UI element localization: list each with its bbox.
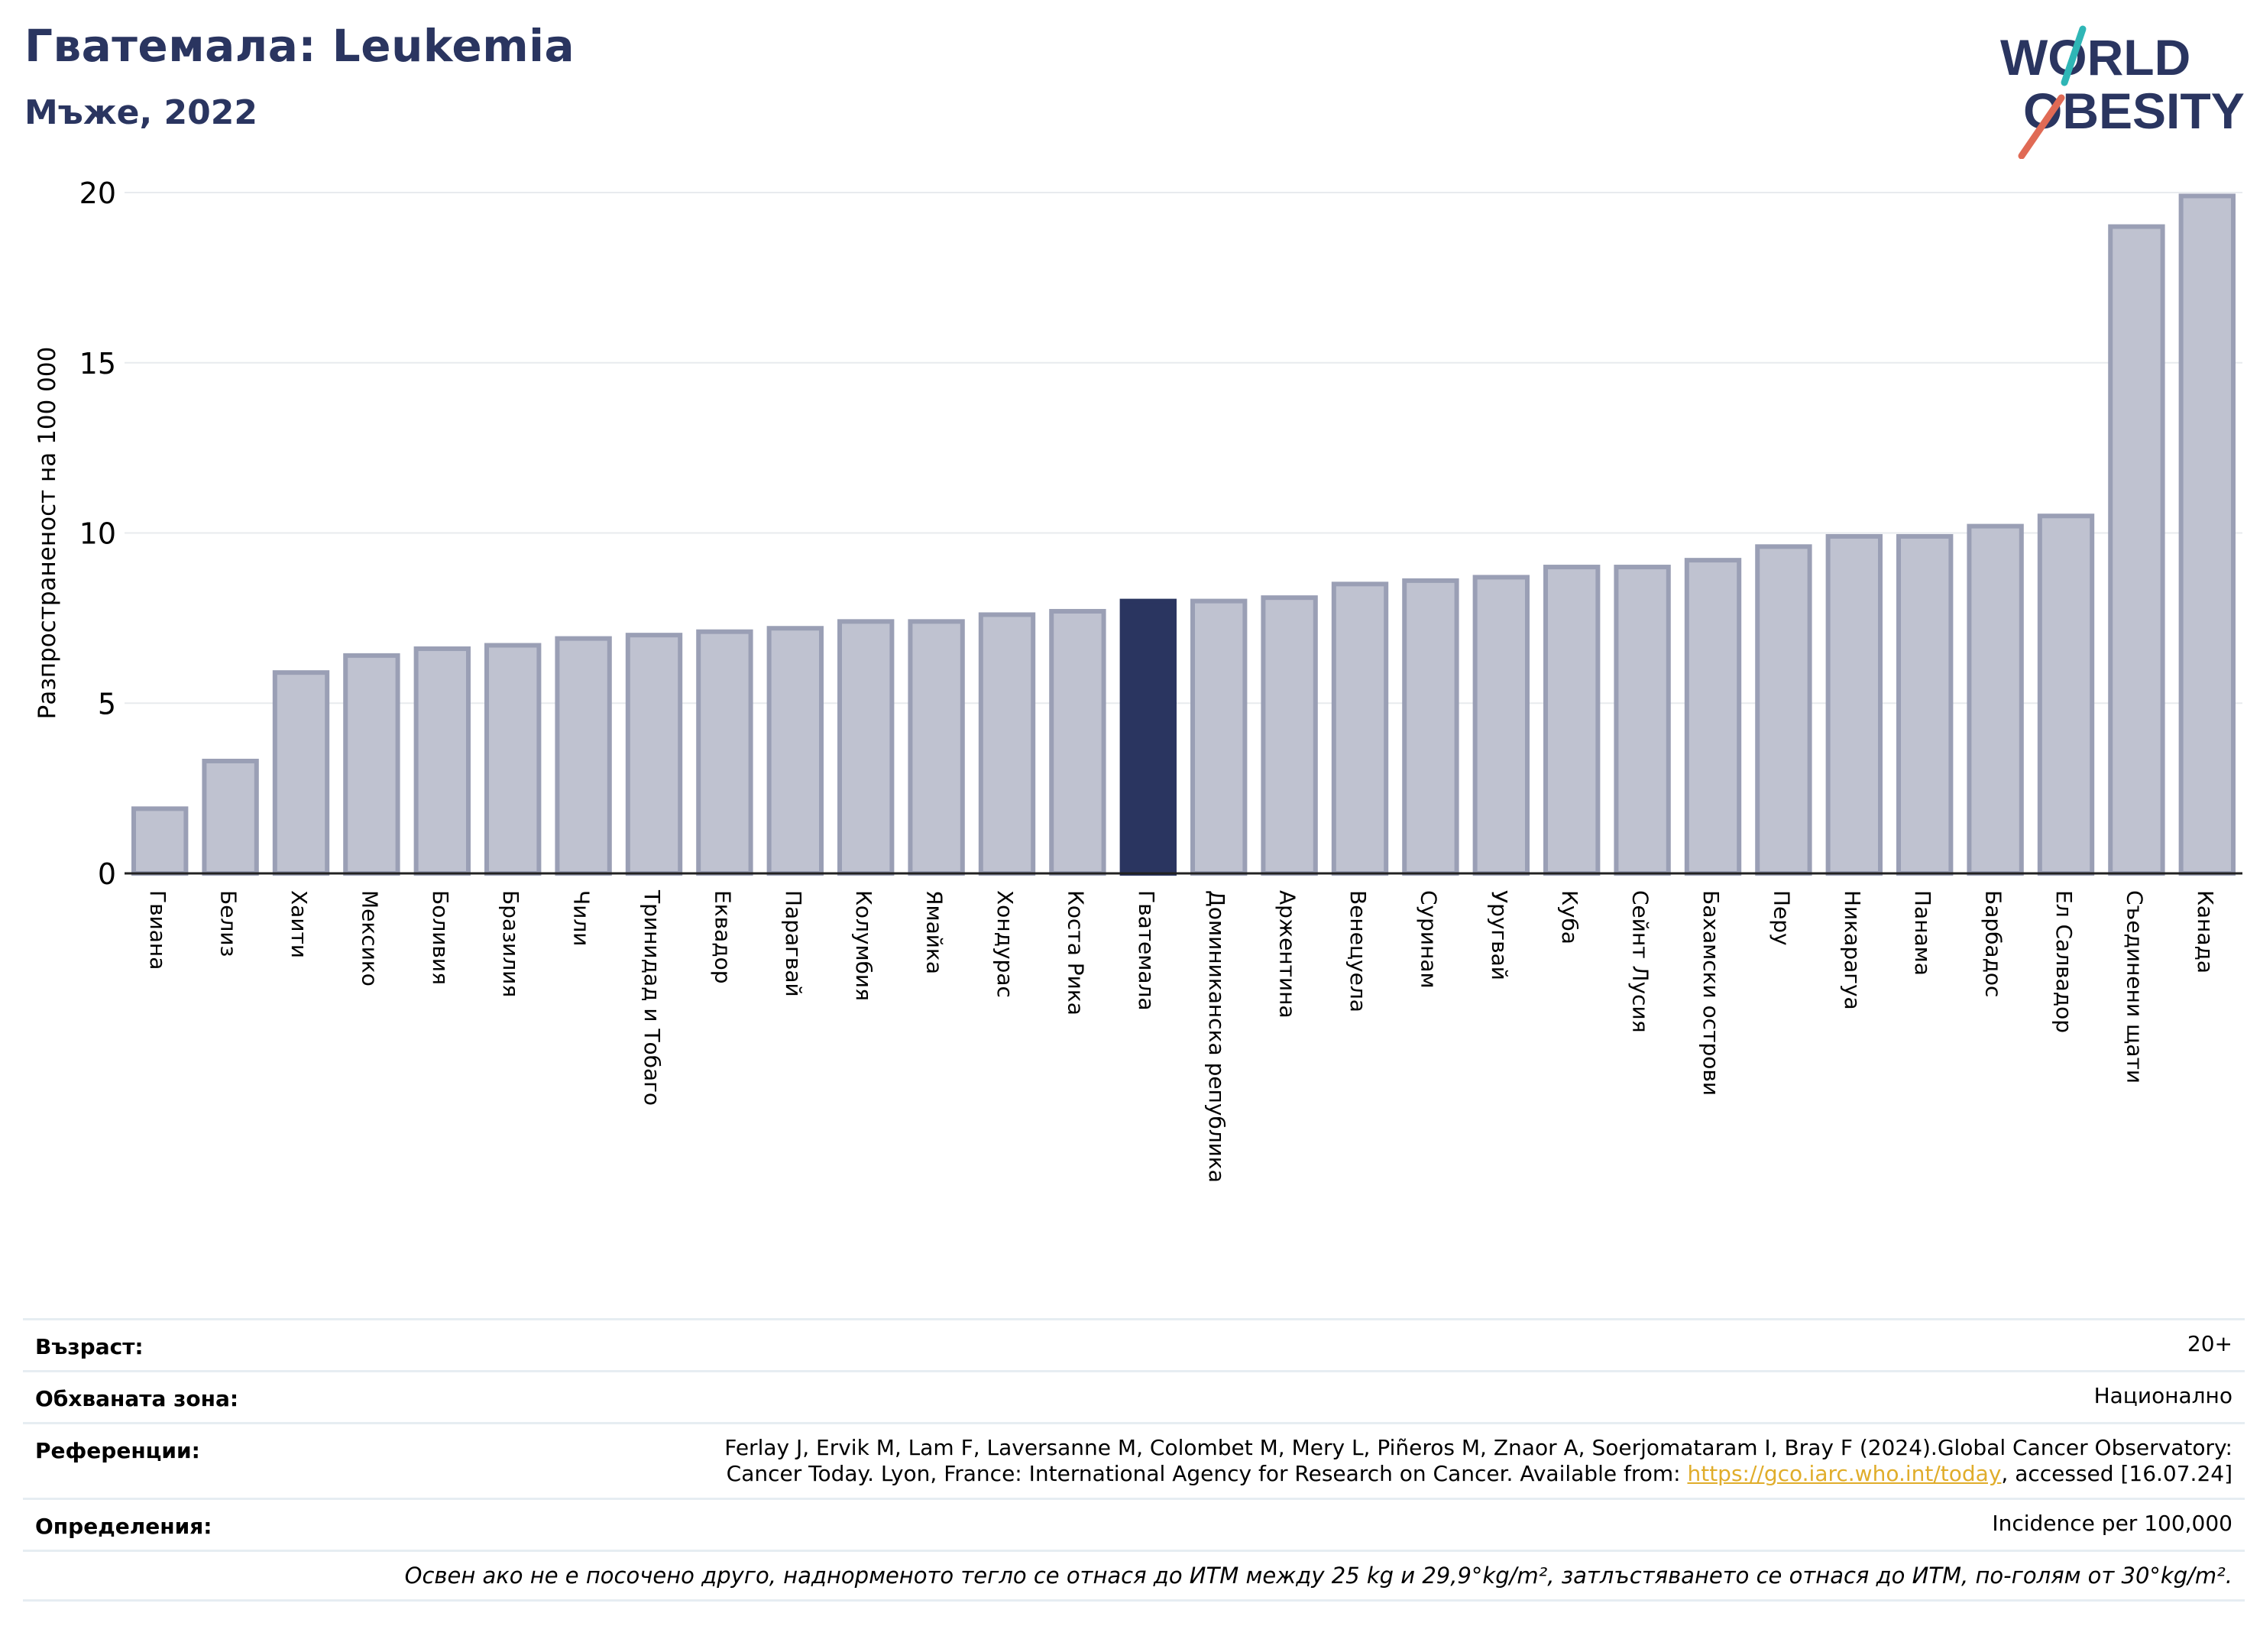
x-tick-label: Гватемала — [1134, 890, 1159, 1011]
x-tick-label: Коста Рика — [1063, 890, 1088, 1015]
info-row-note: Освен ако не е посочено друго, наднормен… — [23, 1550, 2245, 1602]
bar — [202, 758, 259, 876]
bar — [343, 653, 400, 876]
bar — [696, 629, 753, 876]
bar — [837, 619, 895, 876]
x-tick-label: Панама — [1910, 890, 1935, 976]
x-tick-label: Бразилия — [498, 890, 523, 997]
x-tick-label: Канада — [2193, 890, 2218, 973]
y-tick-label: 15 — [79, 347, 116, 381]
bar — [1967, 523, 2024, 876]
bar — [1402, 578, 1459, 876]
references-line-2-prefix: Cancer Today. Lyon, France: Internationa… — [726, 1461, 1688, 1486]
references-line-1: Ferlay J, Ervik M, Lam F, Laversanne M, … — [724, 1435, 2232, 1460]
references-value: Ferlay J, Ervik M, Lam F, Laversanne M, … — [724, 1435, 2232, 1487]
logo-slash-teal — [2061, 25, 2087, 86]
x-tick-label: Венецуела — [1345, 890, 1371, 1012]
bar — [1190, 598, 1248, 876]
y-tick-label: 10 — [79, 517, 116, 551]
y-tick-label: 5 — [98, 687, 116, 721]
x-tick-label: Боливия — [428, 890, 453, 985]
definitions-value: Incidence per 100,000 — [1992, 1511, 2232, 1536]
x-tick-label: Доминиканска република — [1204, 890, 1229, 1183]
bar — [484, 643, 542, 876]
bar — [1331, 581, 1389, 876]
x-tick-label: Тринидад и Тобаго — [639, 889, 665, 1106]
x-tick-label: Парагвай — [781, 890, 806, 997]
x-tick-label: Чили — [569, 890, 594, 947]
y-tick-label: 0 — [98, 857, 116, 891]
bar — [1049, 608, 1106, 876]
x-tick-label: Белиз — [216, 890, 241, 957]
references-line-2-suffix: , accessed [16.07.24] — [2001, 1461, 2232, 1486]
x-tick-label: Перу — [1769, 890, 1794, 946]
bar — [1614, 565, 1671, 876]
age-label: Възраст: — [35, 1334, 144, 1359]
chart-title: Гватемала: Leukemia — [24, 20, 575, 72]
age-value: 20+ — [2187, 1331, 2232, 1356]
bar — [1825, 533, 1883, 876]
x-tick-label: Хаити — [287, 890, 312, 958]
x-tick-label: Колумбия — [851, 890, 876, 1001]
bar — [1896, 533, 1954, 876]
x-tick-label: Барбадос — [1981, 890, 2006, 997]
x-tick-label: Хондурас — [992, 890, 1018, 998]
bars — [131, 193, 2236, 876]
x-tick-label: Сейнт Лусия — [1628, 890, 1653, 1033]
info-row-references: Референции: Ferlay J, Ervik M, Lam F, La… — [23, 1422, 2245, 1498]
logo-text-obesity: OBESITY — [2023, 83, 2245, 139]
bar-highlighted — [1119, 598, 1177, 876]
logo-text-world: WORLD — [2000, 29, 2190, 86]
area-value: Национално — [2093, 1383, 2232, 1408]
info-table: Възраст: 20+ Обхваната зона: Национално … — [23, 1318, 2245, 1602]
bar — [413, 646, 471, 876]
bar — [2037, 513, 2095, 876]
x-tick-label: Гвиана — [145, 890, 170, 970]
references-link[interactable]: https://gco.iarc.who.int/today — [1687, 1461, 2002, 1486]
info-row-definitions: Определения: Incidence per 100,000 — [23, 1498, 2245, 1550]
bar — [625, 633, 683, 876]
world-obesity-logo: WORLD OBESITY — [2000, 25, 2245, 159]
bar — [1684, 558, 1742, 876]
x-tick-label: Ел Салвадор — [2051, 890, 2077, 1033]
y-tick-label: 20 — [79, 177, 116, 210]
bar — [555, 636, 612, 876]
x-tick-label: Уругвай — [1487, 890, 1512, 980]
bar — [1755, 544, 1812, 876]
info-row-area: Обхваната зона: Национално — [23, 1370, 2245, 1422]
bar — [2178, 193, 2236, 876]
y-tick-labels: 0 5 10 15 20 — [79, 177, 116, 891]
bar — [1261, 595, 1318, 876]
x-tick-label: Бахамски острови — [1698, 890, 1724, 1096]
bar — [1472, 575, 1530, 876]
x-tick-label: Мексико — [357, 890, 382, 986]
y-axis-label: Разпространеност на 100 000 — [34, 347, 61, 720]
x-tick-label: Суринам — [1416, 890, 1441, 989]
bar — [766, 626, 824, 876]
references-label: Референции: — [35, 1438, 200, 1463]
bar — [978, 612, 1036, 876]
bar-chart: 0 5 10 15 20 Гвиана Белиз Хаити Мексико Боливия Б… — [34, 177, 2242, 1183]
x-tick-label: Съединени щати — [2122, 890, 2147, 1084]
x-tick-label: Куба — [1557, 890, 1582, 944]
area-label: Обхваната зона: — [35, 1386, 239, 1411]
info-row-age: Възраст: 20+ — [23, 1318, 2245, 1370]
footnote: Освен ако не е посочено друго, наднормен… — [404, 1563, 2232, 1589]
bar — [1543, 565, 1601, 876]
definitions-label: Определения: — [35, 1514, 212, 1539]
bar — [2108, 224, 2165, 876]
x-tick-label: Никарагуа — [1840, 890, 1865, 1010]
x-tick-label: Аржентина — [1275, 890, 1300, 1019]
x-tick-label: Ямайка — [922, 890, 947, 974]
bar — [272, 670, 330, 876]
bar — [908, 619, 965, 876]
x-tick-labels: Гвиана Белиз Хаити Мексико Боливия Бразилия Чи… — [145, 889, 2218, 1183]
chart-subtitle: Мъже, 2022 — [24, 93, 257, 132]
x-tick-label: Еквадор — [710, 890, 735, 984]
logo-slash-red — [2018, 94, 2065, 159]
bar — [131, 806, 189, 876]
